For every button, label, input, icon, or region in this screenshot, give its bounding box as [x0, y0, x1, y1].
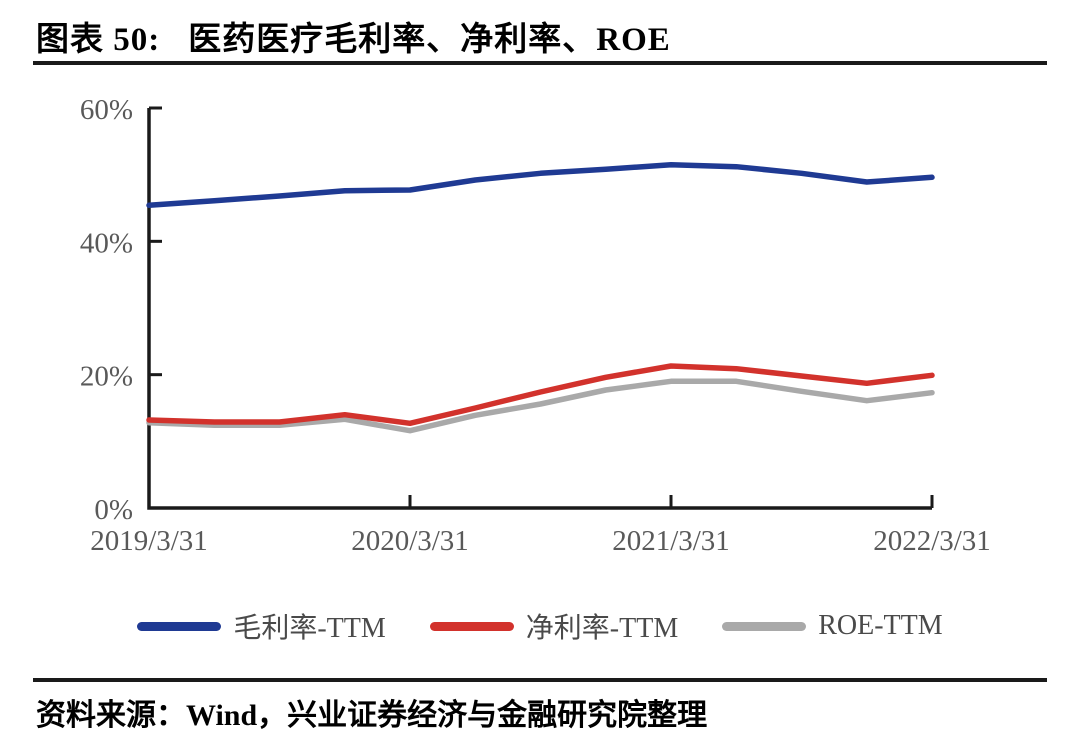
chart-legend: 毛利率-TTM 净利率-TTM ROE-TTM [0, 604, 1080, 648]
source-text: 资料来源：Wind，兴业证券经济与金融研究院整理 [36, 699, 708, 732]
chart-canvas: 0% 20% 40% 60% 2019/3/31 2020/3/31 2021/3/31 20… [80, 94, 991, 557]
y-tick-label: 40% [80, 227, 133, 259]
legend-label-gross-margin-ttm: 毛利率-TTM [233, 613, 386, 644]
legend-label-roe-ttm: ROE-TTM [818, 610, 943, 641]
title-divider [33, 61, 1047, 65]
legend-item-roe-ttm: ROE-TTM [722, 610, 943, 642]
figure-number-label: 图表 50: [36, 22, 161, 58]
y-tick-label: 60% [80, 94, 133, 126]
figure-title-row: 图表 50: 医药医疗毛利率、净利率、ROE [36, 12, 1044, 60]
legend-swatch-net-margin-ttm [429, 621, 514, 631]
x-tick-label: 2019/3/31 [90, 525, 208, 557]
legend-item-net-margin-ttm: 净利率-TTM [429, 606, 679, 646]
legend-label-net-margin-ttm: 净利率-TTM [525, 613, 679, 644]
gross-margin-ttm-line [146, 161, 935, 209]
legend-item-gross-margin-ttm: 毛利率-TTM [137, 606, 386, 646]
y-tick-label: 20% [80, 361, 133, 393]
x-tick-label: 2020/3/31 [351, 525, 469, 557]
roe-ttm-line [146, 378, 935, 434]
x-tick-label: 2021/3/31 [612, 525, 730, 557]
legend-swatch-gross-margin-ttm [137, 621, 222, 631]
axes [147, 108, 932, 510]
x-tick-label: 2022/3/31 [873, 525, 991, 557]
y-tick-label: 0% [94, 494, 133, 526]
figure-title: 医药医疗毛利率、净利率、ROE [188, 22, 671, 58]
legend-swatch-roe-ttm [722, 621, 807, 631]
source-divider [33, 678, 1047, 682]
net-margin-ttm-line [146, 363, 935, 427]
